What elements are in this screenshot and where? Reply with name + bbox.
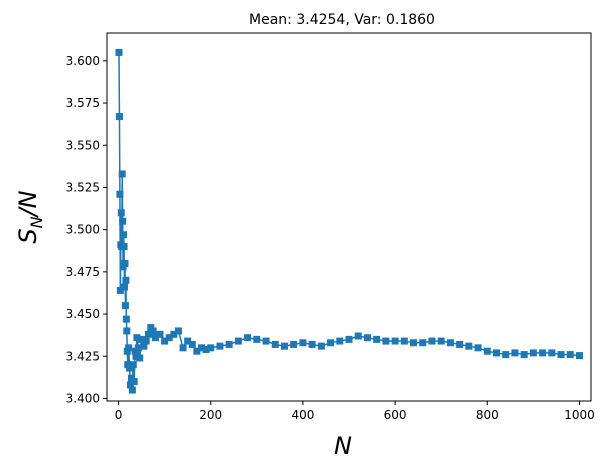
- data-point: [299, 339, 306, 346]
- data-point: [118, 209, 125, 216]
- y-tick-label: 3.500: [66, 223, 100, 237]
- data-point: [235, 338, 242, 345]
- data-point: [116, 191, 123, 198]
- data-point: [447, 339, 454, 346]
- data-point: [122, 302, 129, 309]
- y-tick-label: 3.525: [66, 180, 100, 194]
- data-point: [410, 339, 417, 346]
- y-axis-label-rest: /N: [14, 190, 42, 218]
- x-axis-label: N: [334, 432, 352, 460]
- data-point: [281, 343, 288, 350]
- data-point: [355, 333, 362, 340]
- y-tick-label: 3.425: [66, 349, 100, 363]
- data-point: [207, 344, 214, 351]
- data-point: [253, 336, 260, 343]
- data-point: [119, 218, 126, 225]
- data-point: [465, 343, 472, 350]
- data-point: [129, 387, 136, 394]
- data-point: [136, 354, 143, 361]
- data-point: [123, 316, 130, 323]
- data-point: [175, 327, 182, 334]
- x-tick-label: 200: [199, 408, 222, 422]
- y-tick-label: 3.600: [66, 54, 100, 68]
- data-point: [290, 341, 297, 348]
- data-point: [157, 331, 164, 338]
- data-point: [119, 170, 126, 177]
- data-point: [382, 338, 389, 345]
- data-point: [309, 341, 316, 348]
- data-point: [131, 378, 138, 385]
- data-point: [150, 327, 157, 334]
- data-point: [428, 338, 435, 345]
- data-point: [475, 344, 482, 351]
- data-point: [244, 334, 251, 341]
- y-axis-label-s: S: [14, 228, 42, 243]
- data-point: [272, 341, 279, 348]
- data-point: [576, 352, 583, 359]
- data-point: [226, 341, 233, 348]
- plot-area: [115, 49, 582, 394]
- data-point: [493, 349, 500, 356]
- data-point: [567, 351, 574, 358]
- data-point: [539, 349, 546, 356]
- data-point: [336, 338, 343, 345]
- data-point: [558, 351, 565, 358]
- data-point: [521, 351, 528, 358]
- y-tick-label: 3.550: [66, 138, 100, 152]
- y-axis-label: SN/N: [14, 190, 46, 243]
- data-point: [115, 49, 122, 56]
- data-point: [143, 338, 150, 345]
- x-tick-label: 600: [384, 408, 407, 422]
- x-tick-label: 800: [476, 408, 499, 422]
- data-point: [180, 344, 187, 351]
- data-point: [216, 343, 223, 350]
- data-point: [548, 349, 555, 356]
- data-point: [364, 334, 371, 341]
- data-point: [530, 349, 537, 356]
- data-point: [263, 338, 270, 345]
- chart-title: Mean: 3.4254, Var: 0.1860: [249, 12, 435, 28]
- x-axis: 0 200 400 600 800 1000: [115, 401, 595, 422]
- y-axis-label-sub: N: [27, 216, 46, 228]
- data-point: [502, 351, 509, 358]
- data-point: [121, 260, 128, 267]
- data-point: [116, 113, 123, 120]
- data-point: [511, 349, 518, 356]
- data-point: [120, 231, 127, 238]
- data-point: [327, 339, 334, 346]
- y-tick-label: 3.400: [66, 391, 100, 405]
- data-point: [346, 336, 353, 343]
- data-point: [123, 327, 130, 334]
- data-point: [373, 336, 380, 343]
- data-point: [419, 339, 426, 346]
- data-point: [189, 341, 196, 348]
- x-tick-label: 0: [115, 408, 123, 422]
- data-point: [456, 341, 463, 348]
- y-tick-label: 3.475: [66, 265, 100, 279]
- data-point: [438, 338, 445, 345]
- data-point: [125, 344, 132, 351]
- data-point: [122, 277, 129, 284]
- data-point: [392, 338, 399, 345]
- x-tick-label: 400: [291, 408, 314, 422]
- data-point: [121, 284, 128, 291]
- data-point: [401, 338, 408, 345]
- data-point: [318, 343, 325, 350]
- y-tick-label: 3.575: [66, 96, 100, 110]
- x-tick-label: 1000: [564, 408, 595, 422]
- data-point: [484, 348, 491, 355]
- y-tick-label: 3.450: [66, 307, 100, 321]
- y-axis: 3.400 3.425 3.450 3.475 3.500 3.525 3.550 3.575…: [66, 54, 107, 406]
- data-point: [121, 243, 128, 250]
- data-point: [130, 361, 137, 368]
